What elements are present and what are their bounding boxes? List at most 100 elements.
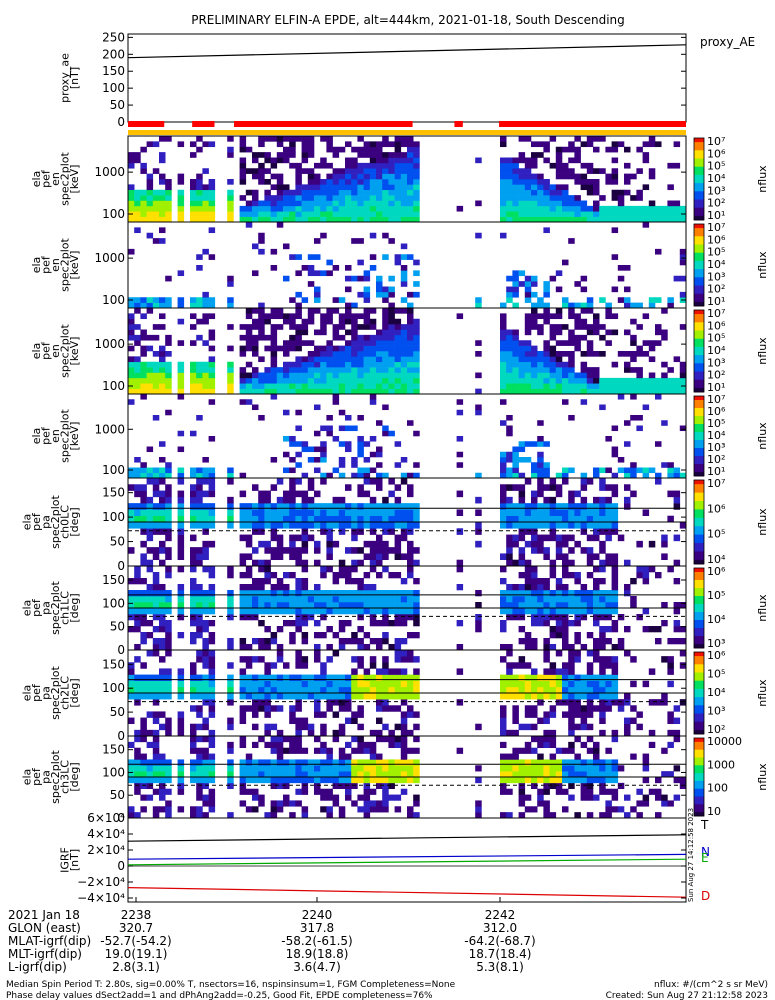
pa-2-cell-201 <box>301 656 309 663</box>
pa-0-cb-cell-16 <box>694 513 704 517</box>
pa-0-cell-411 <box>518 534 526 542</box>
pa-0-cell-270 <box>345 509 352 517</box>
pa-0-cell-81 <box>190 522 197 529</box>
pa-0-cell-430 <box>531 534 538 542</box>
pa-2-cb-cell-20 <box>694 693 704 696</box>
pa-3-cell-98 <box>202 747 209 754</box>
pa-2-cell-203 <box>307 723 315 731</box>
pa-3-cell-367 <box>413 759 420 766</box>
spec-3-cell-717 <box>617 351 625 357</box>
spec-2-cell-145 <box>524 297 532 303</box>
pa-0-cell-143 <box>252 509 259 517</box>
pa-0-cell-456 <box>543 484 550 491</box>
spec-1-cell-222 <box>295 200 302 207</box>
pa-2-cell-509 <box>605 674 612 682</box>
pa-3-cell-19 <box>140 782 147 790</box>
spec-1-cell-531 <box>518 216 526 223</box>
spec-1-cell-392 <box>376 173 383 180</box>
spec-4-cell-227 <box>661 462 668 468</box>
spec-1-cell-5 <box>128 189 135 196</box>
pa-3-cell-401 <box>518 788 526 795</box>
pa-1-cell-7 <box>134 644 141 651</box>
spec-4-cell-154 <box>506 457 513 463</box>
pa-0-cell-331 <box>388 522 395 529</box>
spec-3-cell-701 <box>605 388 612 395</box>
pa-0-cell-301 <box>369 540 377 548</box>
pa-2-cell-449 <box>568 686 575 694</box>
pa-3-cell-107 <box>208 759 216 766</box>
spec-3-cell-382 <box>363 308 371 314</box>
spec-1-cell-154 <box>258 205 265 212</box>
spec-3-cell-256 <box>307 361 315 368</box>
pa-1-cell-116 <box>227 614 234 621</box>
spec-3-cell-733 <box>630 318 637 325</box>
pa-0-cell-310 <box>376 553 383 561</box>
spec-3-cell-195 <box>276 383 284 389</box>
pa-0-cell-139 <box>252 547 259 554</box>
pa-1-cell-261 <box>338 596 346 603</box>
spec-1-cell-82 <box>190 152 197 158</box>
spec-1-cell-555 <box>524 157 532 164</box>
pa-1-cell-318 <box>382 632 389 639</box>
pa-2-cell-367 <box>506 668 513 675</box>
pa-2-cell-391 <box>524 680 532 688</box>
pa-2-cell-315 <box>394 680 402 688</box>
pa-3-cell-131 <box>245 771 253 778</box>
spec-4-cb-cell-18 <box>694 432 704 435</box>
spec-1-cell-117 <box>227 195 234 201</box>
pa-1-cell-519 <box>593 578 600 585</box>
pa-1-cell-129 <box>239 590 247 597</box>
pa-0-cb-cell-25 <box>694 532 704 535</box>
spec-4-cb-cell-34 <box>694 464 704 467</box>
spec-1-cb-cell-36 <box>694 211 704 215</box>
spec-2-cell-196 <box>667 297 674 303</box>
spec-2-cb-cell-35 <box>694 295 704 299</box>
pa-2-cell-105 <box>227 717 234 725</box>
spec-3-cell-516 <box>500 329 507 336</box>
spec-3-cb-cell-4 <box>694 318 704 321</box>
spec-1-cell-153 <box>258 211 265 217</box>
pa-2-cell-171 <box>283 686 290 694</box>
spec-4-cell-67 <box>307 457 315 463</box>
pa-3-cell-163 <box>270 759 278 766</box>
spec-1-cell-239 <box>301 157 309 164</box>
spec-3-cell-651 <box>568 313 575 320</box>
pa-3-cb-cell-1 <box>694 739 704 743</box>
pa-3-cell-129 <box>245 788 253 795</box>
pa-0-cell-214 <box>301 540 309 548</box>
pa-1-cell-500 <box>580 602 588 609</box>
spec-1-cell-397 <box>376 146 383 153</box>
spec-3-cell-99 <box>202 383 209 389</box>
pa-1-cell-289 <box>357 590 364 597</box>
pa-3-cell-465 <box>562 765 569 772</box>
pa-0-cell-503 <box>580 522 588 529</box>
pa-2-cell-84 <box>202 699 209 706</box>
spec-1-cell-497 <box>500 195 507 201</box>
pa-1-cell-299 <box>363 572 371 579</box>
pa-0-cell-570 <box>667 515 674 523</box>
spec-4-cb-label-1: 10⁶ <box>707 405 726 418</box>
spec-3-cell-439 <box>388 313 395 320</box>
spec-3-cell-648 <box>568 340 575 346</box>
pa-3-cell-443 <box>543 741 550 749</box>
pa-2-cb-label-0: 10⁶ <box>707 649 726 662</box>
pa-0-cell-545 <box>605 503 612 510</box>
spec-3-cell-758 <box>655 340 662 346</box>
spec-1-cell-261 <box>314 200 321 207</box>
spec-2-cell-154 <box>537 302 544 309</box>
spec-3-cell-545 <box>518 383 526 389</box>
pa-0-cell-321 <box>382 547 389 554</box>
pa-3-cell-532 <box>611 736 619 743</box>
spec-4-cell-138 <box>456 451 464 458</box>
pa-0-cell-286 <box>357 509 364 517</box>
pa-1-cell-290 <box>357 584 364 591</box>
spec-1-cell-323 <box>345 173 352 180</box>
spec-4-cell-160 <box>512 467 519 474</box>
spec-3-cell-194 <box>276 388 284 395</box>
pa-2-cell-28 <box>146 650 154 657</box>
spec-3-cell-445 <box>394 367 402 373</box>
pa-2-cell-14 <box>140 729 147 737</box>
pa-2-cell-13 <box>134 656 141 663</box>
pa-3-cell-24 <box>140 753 147 760</box>
pa-2-cell-173 <box>283 674 290 682</box>
